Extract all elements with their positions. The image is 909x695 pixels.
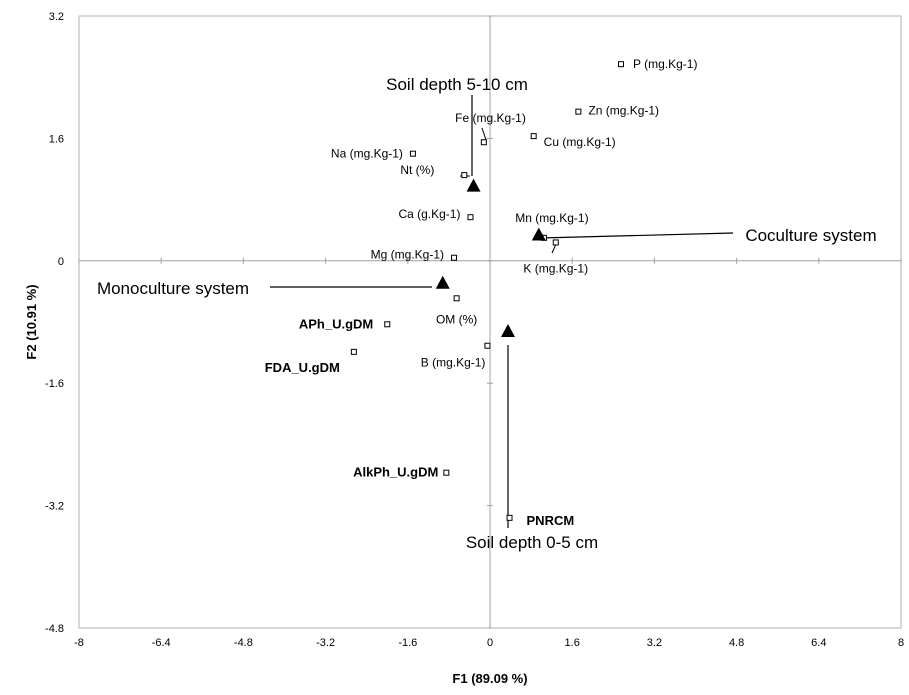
supplementary-labels: Soil depth 5-10 cm Coculture system Monocu… xyxy=(97,75,877,552)
x-tick-label: -3.2 xyxy=(316,637,335,649)
x-tick-label: 8 xyxy=(898,637,904,649)
variable-point xyxy=(451,254,458,261)
supplementary-connectors xyxy=(270,95,734,528)
variable-label: Na (mg.Kg-1) xyxy=(331,147,403,161)
variable-point xyxy=(552,239,559,246)
variable-label: OM (%) xyxy=(436,312,477,326)
variable-point xyxy=(484,342,491,349)
y-tick-label: -3.2 xyxy=(45,501,64,513)
x-tick-label: 1.6 xyxy=(565,637,580,649)
variable-point xyxy=(480,139,487,146)
variable-point xyxy=(575,108,582,115)
variable-label: Fe (mg.Kg-1) xyxy=(455,111,526,125)
supplementary-markers xyxy=(435,178,546,337)
y-tick-label: -1.6 xyxy=(45,378,64,390)
x-tick-label: -8 xyxy=(74,637,84,649)
variable-point xyxy=(467,214,474,221)
x-tick-label: -4.8 xyxy=(234,637,253,649)
x-axis-title: F1 (89.09 %) xyxy=(452,671,527,686)
variable-label: P (mg.Kg-1) xyxy=(633,57,697,71)
x-axis-tick-labels: -8 -6.4 -4.8 -3.2 -1.6 0 1.6 3.2 4.8 6.4 8 xyxy=(74,637,904,649)
y-tick-label: -4.8 xyxy=(45,623,64,635)
y-tick-label: 3.2 xyxy=(49,11,64,23)
supplementary-marker xyxy=(435,275,450,289)
variable-label: B (mg.Kg-1) xyxy=(421,356,486,370)
variable-point xyxy=(461,172,468,179)
variable-point xyxy=(453,295,460,302)
variable-label: K (mg.Kg-1) xyxy=(523,261,588,275)
x-tick-label: 4.8 xyxy=(729,637,744,649)
supplementary-label: Monoculture system xyxy=(97,279,249,298)
variable-points xyxy=(350,61,625,521)
variable-point xyxy=(409,150,416,157)
axis-ticks xyxy=(78,15,902,629)
variable-labels: P (mg.Kg-1) Zn (mg.Kg-1) Fe (mg.Kg-1) Cu (m… xyxy=(265,57,698,528)
supplementary-label: Coculture system xyxy=(745,226,876,245)
y-tick-label: 1.6 xyxy=(49,133,64,145)
variable-point xyxy=(530,133,537,140)
variable-label: Mn (mg.Kg-1) xyxy=(515,211,588,225)
x-tick-label: 0 xyxy=(487,637,493,649)
y-axis-title: F2 (10.91 %) xyxy=(24,284,39,359)
variable-label: PNRCM xyxy=(527,513,575,528)
supplementary-label: Soil depth 0-5 cm xyxy=(466,533,598,552)
x-tick-label: -1.6 xyxy=(398,637,417,649)
supplementary-marker xyxy=(500,323,515,337)
y-axis-tick-labels: 3.2 1.6 0 -1.6 -3.2 -4.8 xyxy=(45,11,64,635)
connector-fe xyxy=(481,127,487,141)
connector-k xyxy=(551,243,557,254)
variable-point xyxy=(618,61,625,68)
connector-coculture xyxy=(539,232,734,239)
variable-label: Cu (mg.Kg-1) xyxy=(544,135,616,149)
variable-label: Zn (mg.Kg-1) xyxy=(588,104,659,118)
variable-label: AlkPh_U.gDM xyxy=(353,465,438,480)
variable-point xyxy=(506,514,513,521)
y-tick-label: 0 xyxy=(58,256,64,268)
x-tick-label: 6.4 xyxy=(811,637,826,649)
x-tick-label: -6.4 xyxy=(152,637,171,649)
variable-label: Mg (mg.Kg-1) xyxy=(371,248,444,262)
x-tick-label: 3.2 xyxy=(647,637,662,649)
supplementary-marker xyxy=(466,178,481,192)
supplementary-label: Soil depth 5-10 cm xyxy=(386,75,528,94)
variable-label: APh_U.gDM xyxy=(299,316,373,331)
variable-label: FDA_U.gDM xyxy=(265,360,340,375)
variable-label: Ca (g.Kg-1) xyxy=(398,207,460,221)
variable-point xyxy=(384,321,391,328)
variable-label: Nt (%) xyxy=(400,163,434,177)
variable-point xyxy=(443,469,450,476)
variable-point xyxy=(350,348,357,355)
supplementary-marker xyxy=(531,227,546,241)
